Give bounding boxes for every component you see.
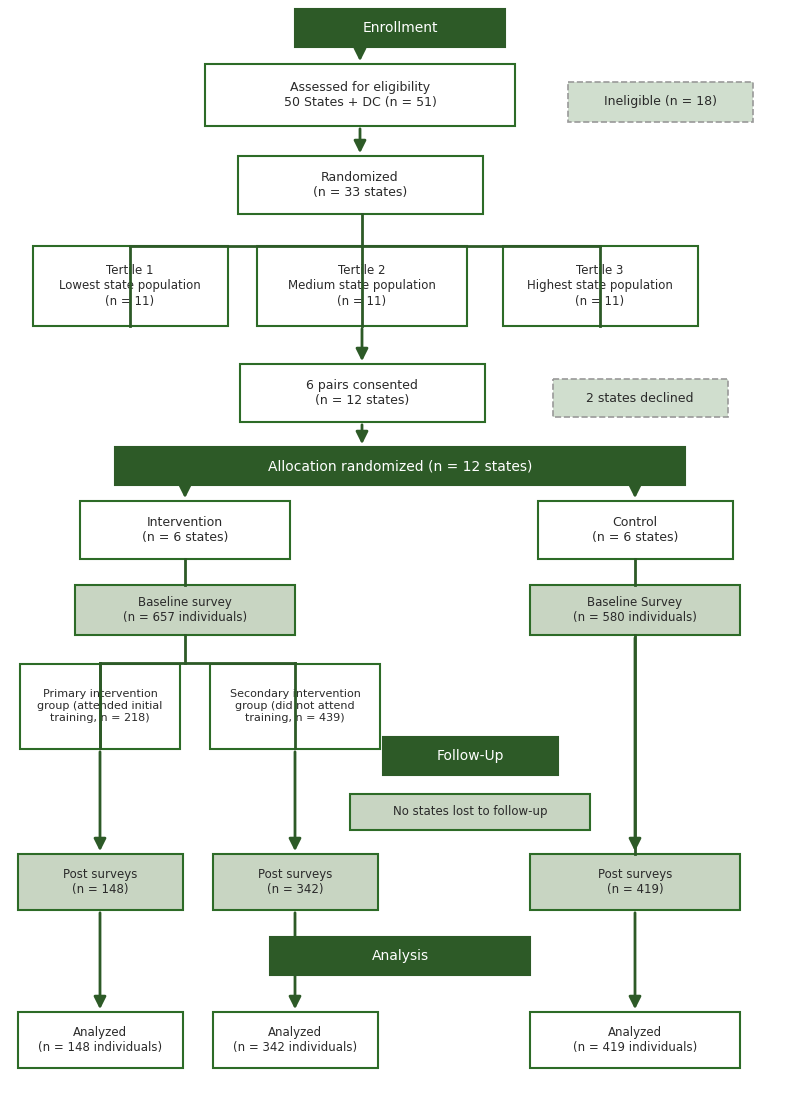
- FancyBboxPatch shape: [270, 937, 530, 975]
- FancyBboxPatch shape: [257, 246, 467, 326]
- Text: Analyzed
(n = 419 individuals): Analyzed (n = 419 individuals): [573, 1026, 697, 1054]
- Text: Post surveys
(n = 148): Post surveys (n = 148): [63, 868, 137, 896]
- FancyBboxPatch shape: [553, 379, 727, 417]
- Text: Enrollment: Enrollment: [362, 21, 438, 35]
- Text: Follow-Up: Follow-Up: [436, 749, 504, 763]
- Text: Secondary intervention
group (did not attend
training, n = 439): Secondary intervention group (did not at…: [230, 689, 361, 722]
- Text: Analyzed
(n = 342 individuals): Analyzed (n = 342 individuals): [233, 1026, 357, 1054]
- Text: Tertile 1
Lowest state population
(n = 11): Tertile 1 Lowest state population (n = 1…: [59, 265, 201, 308]
- FancyBboxPatch shape: [213, 854, 378, 910]
- FancyBboxPatch shape: [295, 9, 505, 47]
- Text: Baseline survey
(n = 657 individuals): Baseline survey (n = 657 individuals): [123, 596, 247, 624]
- Text: Tertile 3
Highest state population
(n = 11): Tertile 3 Highest state population (n = …: [527, 265, 673, 308]
- Text: 2 states declined: 2 states declined: [586, 391, 694, 404]
- Text: 6 pairs consented
(n = 12 states): 6 pairs consented (n = 12 states): [306, 379, 418, 407]
- FancyBboxPatch shape: [115, 447, 685, 485]
- Text: Allocation randomized (n = 12 states): Allocation randomized (n = 12 states): [268, 459, 532, 473]
- Text: Tertile 2
Medium state population
(n = 11): Tertile 2 Medium state population (n = 1…: [288, 265, 436, 308]
- Text: Analyzed
(n = 148 individuals): Analyzed (n = 148 individuals): [38, 1026, 162, 1054]
- FancyBboxPatch shape: [382, 737, 558, 774]
- Text: Control
(n = 6 states): Control (n = 6 states): [592, 516, 678, 544]
- FancyBboxPatch shape: [502, 246, 698, 326]
- Text: Randomized
(n = 33 states): Randomized (n = 33 states): [313, 171, 407, 199]
- FancyBboxPatch shape: [213, 1012, 378, 1068]
- FancyBboxPatch shape: [210, 664, 380, 749]
- Text: Post surveys
(n = 342): Post surveys (n = 342): [258, 868, 332, 896]
- FancyBboxPatch shape: [33, 246, 227, 326]
- FancyBboxPatch shape: [530, 1012, 740, 1068]
- FancyBboxPatch shape: [80, 501, 290, 560]
- Text: Post surveys
(n = 419): Post surveys (n = 419): [598, 868, 672, 896]
- FancyBboxPatch shape: [18, 854, 182, 910]
- Text: Intervention
(n = 6 states): Intervention (n = 6 states): [142, 516, 228, 544]
- FancyBboxPatch shape: [205, 64, 515, 126]
- Text: Baseline Survey
(n = 580 individuals): Baseline Survey (n = 580 individuals): [573, 596, 697, 624]
- FancyBboxPatch shape: [350, 794, 590, 830]
- Text: Primary intervention
group (attended initial
training, n = 218): Primary intervention group (attended ini…: [38, 689, 162, 722]
- FancyBboxPatch shape: [567, 82, 753, 122]
- FancyBboxPatch shape: [538, 501, 733, 560]
- Text: Assessed for eligibility
50 States + DC (n = 51): Assessed for eligibility 50 States + DC …: [283, 81, 437, 109]
- Text: No states lost to follow-up: No states lost to follow-up: [393, 806, 547, 819]
- FancyBboxPatch shape: [530, 854, 740, 910]
- Text: Ineligible (n = 18): Ineligible (n = 18): [603, 95, 717, 109]
- FancyBboxPatch shape: [75, 585, 295, 635]
- FancyBboxPatch shape: [20, 664, 180, 749]
- FancyBboxPatch shape: [530, 585, 740, 635]
- Text: Analysis: Analysis: [371, 948, 429, 963]
- FancyBboxPatch shape: [18, 1012, 182, 1068]
- FancyBboxPatch shape: [239, 365, 485, 422]
- FancyBboxPatch shape: [238, 156, 482, 214]
